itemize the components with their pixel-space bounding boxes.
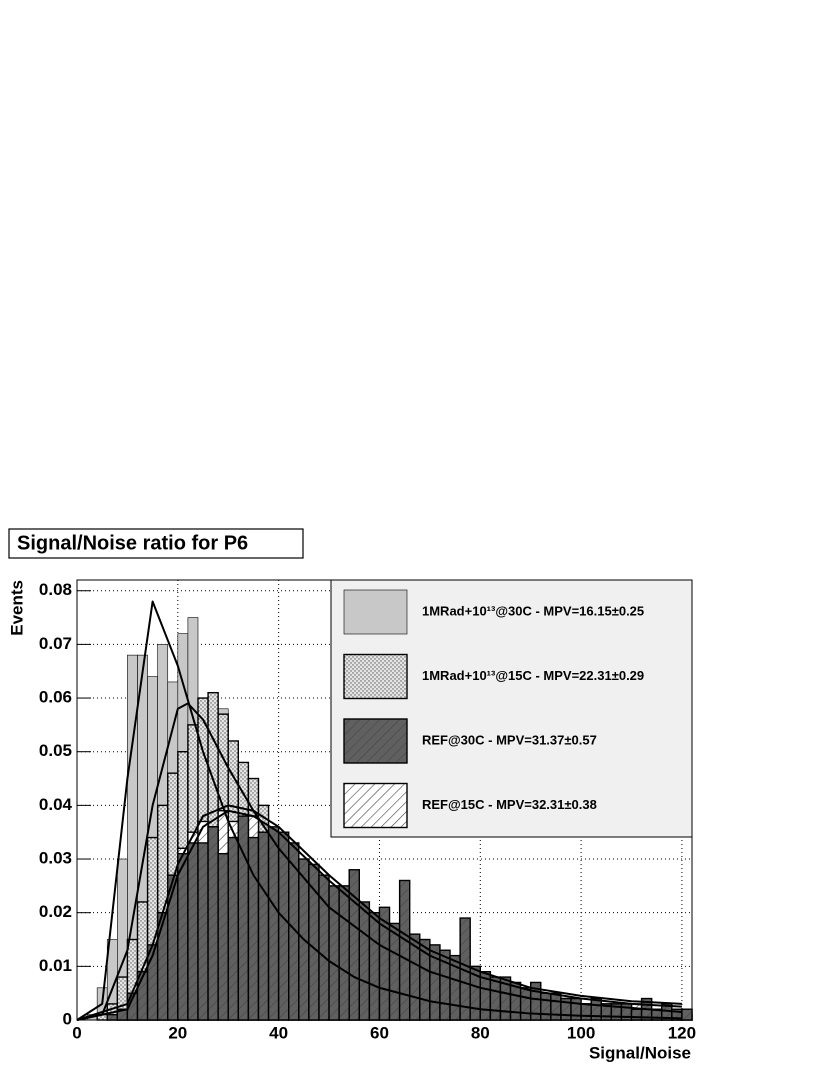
legend-swatch [343, 589, 408, 635]
bar [358, 901, 371, 1021]
bar [106, 1013, 119, 1021]
bar [388, 922, 401, 1021]
y-tick-label: 0.06 [39, 688, 72, 707]
bar [550, 992, 562, 1021]
title-box [8, 528, 304, 559]
chart-title: Signal/Noise ratio for P6 [17, 532, 248, 554]
bar [338, 885, 350, 1021]
fit-curve [76, 804, 682, 1021]
x-tick-label: 40 [269, 1023, 288, 1042]
x-tick-label: 120 [668, 1023, 696, 1042]
bar [398, 879, 411, 1021]
y-tick-label: 0 [63, 1009, 72, 1028]
x-tick-label: 80 [471, 1023, 490, 1042]
legend-swatch [343, 782, 408, 829]
bar [227, 836, 240, 1021]
bar [519, 987, 532, 1021]
x-tick-label: 100 [567, 1023, 595, 1042]
bar [167, 874, 179, 1021]
bar [580, 1003, 592, 1021]
bar [489, 976, 502, 1021]
bar [328, 885, 340, 1021]
legend-label: 1MRad+10¹³@30C - MPV=16.15±0.25 [422, 603, 644, 618]
bar [197, 842, 209, 1021]
legend-swatch [343, 653, 408, 700]
bar [277, 831, 290, 1021]
legend-label: REF@15C - MPV=32.31±0.38 [422, 797, 597, 812]
bar [267, 826, 280, 1021]
bar [630, 1008, 643, 1021]
y-tick-label: 0.03 [39, 849, 72, 868]
legend-swatch [343, 718, 408, 764]
x-tick-label: 20 [168, 1023, 187, 1042]
legend-label: REF@30C - MPV=31.37±0.57 [422, 732, 597, 747]
fit-curve [76, 600, 682, 1021]
y-tick-label: 0.07 [39, 634, 72, 653]
y-tick-label: 0.02 [39, 902, 72, 921]
bar [187, 842, 199, 1021]
x-tick-label: 60 [370, 1023, 389, 1042]
y-tick-label: 0.04 [39, 795, 73, 814]
bar [177, 852, 189, 1021]
bar [540, 992, 552, 1021]
bar [247, 836, 260, 1021]
bar [207, 826, 219, 1021]
y-axis-label: Events [7, 580, 26, 636]
bar [681, 1008, 693, 1021]
bar [217, 852, 229, 1021]
x-tick-label: 0 [72, 1023, 81, 1042]
x-axis-label: Signal/Noise [589, 1043, 691, 1062]
bar [156, 911, 169, 1021]
y-tick-label: 0.01 [39, 956, 72, 975]
fit-curve [76, 809, 682, 1021]
bar [368, 911, 381, 1021]
histogram [106, 815, 693, 1021]
bar [257, 831, 270, 1021]
bar [570, 997, 582, 1021]
y-tick-label: 0.08 [39, 580, 72, 599]
y-tick-label: 0.05 [39, 741, 72, 760]
bar [308, 863, 320, 1021]
legend-label: 1MRad+10¹³@15C - MPV=22.31±0.29 [422, 668, 644, 683]
